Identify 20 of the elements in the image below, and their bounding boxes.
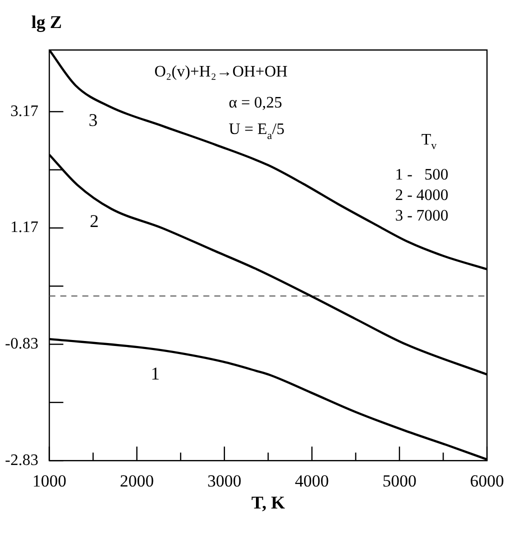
annotation: 1 - 500 bbox=[395, 166, 448, 184]
y-axis-title: lg Z bbox=[31, 12, 62, 32]
y-tick-label: 3.17 bbox=[10, 102, 38, 120]
series-label: 1 bbox=[150, 364, 160, 384]
x-tick-label: 1000 bbox=[32, 471, 66, 490]
x-tick-label: 4000 bbox=[294, 471, 329, 490]
x-tick-label: 3000 bbox=[207, 471, 242, 490]
annotation: 2 - 4000 bbox=[395, 186, 448, 204]
annotation: 3 - 7000 bbox=[395, 207, 448, 224]
x-tick-label: 2000 bbox=[120, 471, 154, 490]
annotation: α = 0,25 bbox=[228, 94, 282, 112]
x-axis-title: T, K bbox=[251, 492, 285, 513]
x-tick-label: 6000 bbox=[470, 471, 504, 490]
x-tick-label: 5000 bbox=[382, 471, 416, 490]
y-tick-label: -2.83 bbox=[5, 452, 38, 469]
series-label: 2 bbox=[90, 210, 99, 231]
y-tick-label: 1.17 bbox=[10, 219, 38, 236]
annotation: O₂(v)+H₂→OH+OH bbox=[154, 64, 288, 81]
y-tick-label: -0.83 bbox=[5, 335, 38, 352]
series-label: 3 bbox=[88, 110, 98, 130]
